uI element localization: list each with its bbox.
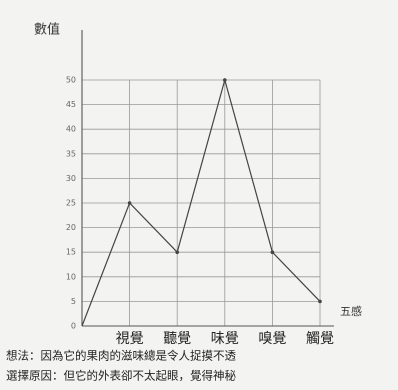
y-tick-label: 10 — [66, 272, 76, 281]
y-tick-label: 40 — [66, 125, 76, 134]
x-tick-label: 聽覺 — [163, 331, 191, 347]
data-point — [223, 78, 227, 82]
y-tick-label: 50 — [66, 76, 76, 85]
y-tick-label: 5 — [71, 297, 76, 306]
data-point — [127, 201, 132, 205]
x-axis-label: 五感 — [340, 305, 362, 318]
y-axis-label: 數值 — [34, 22, 60, 38]
y-tick-label: 45 — [66, 100, 76, 109]
x-tick-label: 味覺 — [211, 331, 239, 347]
note-line: 選擇原因：但它的外表卻不太起眼，覺得神秘 — [6, 369, 236, 383]
note-line: 想法：因為它的果肉的滋味總是令人捉摸不透 — [6, 349, 236, 363]
data-line — [81, 77, 321, 327]
y-tick-label: 25 — [66, 199, 76, 208]
x-tick-label: 觸覺 — [306, 331, 334, 347]
y-tick-label: 20 — [66, 223, 76, 232]
y-tick-label: 30 — [66, 174, 76, 183]
y-tick-label: 35 — [66, 149, 76, 158]
y-tick-label: 0 — [71, 322, 76, 331]
x-tick-label: 視覺 — [116, 331, 144, 347]
data-point — [175, 250, 179, 254]
x-tick-label: 嗅覺 — [258, 331, 286, 347]
data-point — [270, 250, 275, 254]
y-tick-label: 15 — [66, 248, 76, 257]
data-point — [318, 299, 322, 304]
